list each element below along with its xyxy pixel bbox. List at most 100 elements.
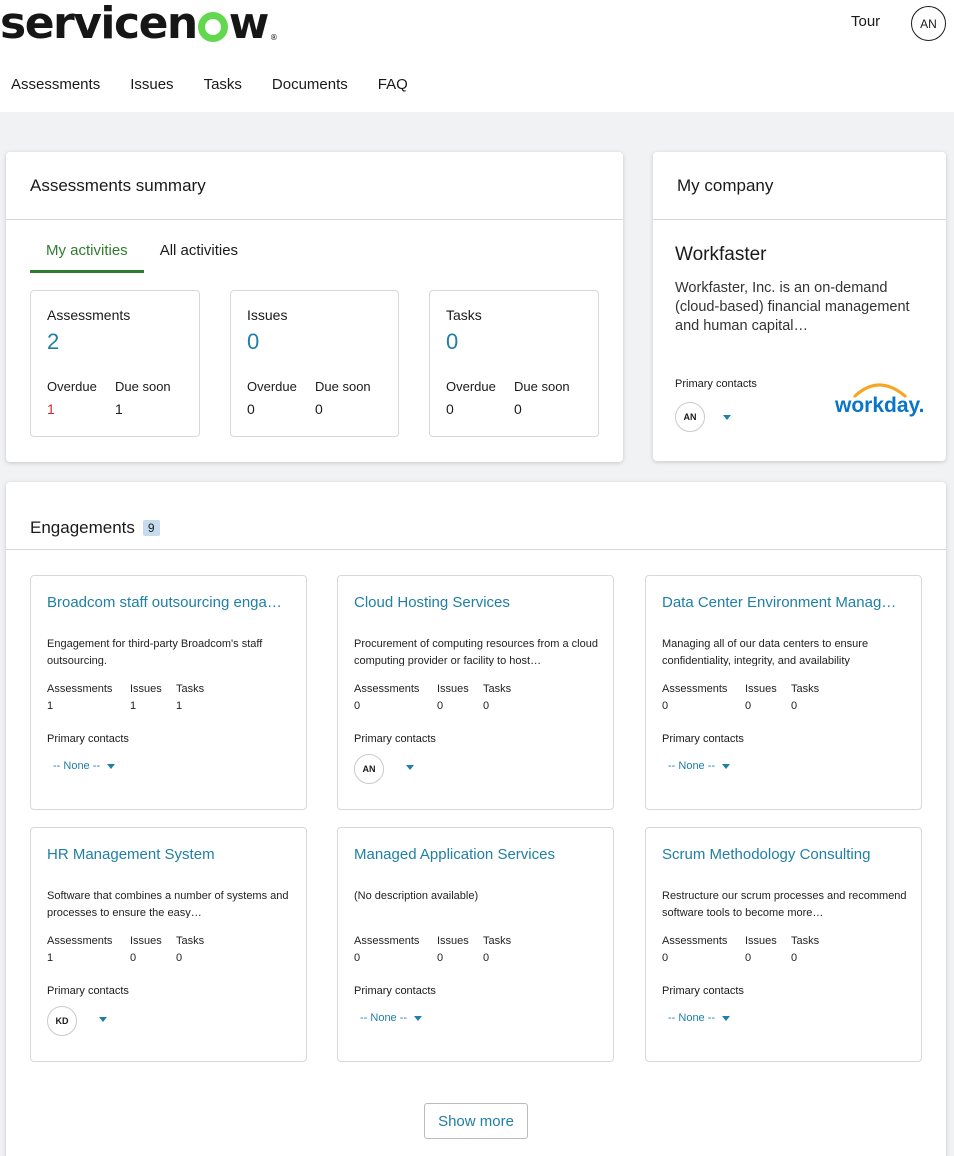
svg-text:workday.: workday.: [835, 394, 924, 417]
nav-documents[interactable]: Documents: [271, 76, 348, 93]
engagement-description: (No description available): [354, 890, 479, 902]
tasks-col-label: Tasks: [176, 683, 205, 695]
engagement-description: Software that combines a number of syste…: [47, 890, 289, 918]
workday-logo: workday.: [835, 383, 924, 417]
engagement-card: Broadcom staff outsourcing enga… Engagem…: [30, 575, 307, 810]
stat-label: Tasks: [446, 307, 482, 323]
primary-contacts-label: Primary contacts: [675, 378, 757, 390]
engagement-description: Managing all of our data centers to ensu…: [662, 638, 869, 666]
contacts-dropdown[interactable]: -- None --: [360, 1012, 423, 1024]
assessments-col-label: Assessments: [354, 935, 420, 947]
assessments-col-label: Assessments: [47, 935, 113, 947]
chevron-down-icon[interactable]: [99, 1017, 107, 1022]
issues-count: 0: [437, 952, 444, 964]
assessments-col-label: Assessments: [354, 683, 420, 695]
nav-assessments[interactable]: Assessments: [11, 76, 101, 93]
stat-total: 2: [47, 329, 60, 354]
engagement-description: Engagement for third-party Broadcom's st…: [47, 638, 263, 666]
tab-my-activities[interactable]: My activities: [30, 242, 144, 273]
assessments-stat-tile[interactable]: Assessments 2 Overdue Due soon 1 1: [30, 290, 200, 437]
show-more-button[interactable]: Show more: [424, 1103, 528, 1139]
chevron-down-icon[interactable]: [723, 415, 731, 420]
chevron-down-icon[interactable]: [406, 765, 414, 770]
due-soon-label: Due soon: [115, 379, 171, 394]
engagement-description: Restructure our scrum processes and reco…: [662, 890, 907, 918]
issues-count: 1: [130, 700, 137, 712]
tasks-col-label: Tasks: [483, 935, 512, 947]
main-nav: Assessments Issues Tasks Documents FAQ: [11, 76, 408, 93]
engagements-header: Engagements 9: [6, 482, 946, 550]
contact-avatar[interactable]: AN: [354, 754, 384, 784]
issues-col-label: Issues: [745, 935, 777, 947]
my-company-title: My company: [653, 152, 946, 220]
tasks-count: 0: [483, 700, 490, 712]
primary-contacts-label: Primary contacts: [662, 733, 744, 745]
tour-link[interactable]: Tour: [851, 13, 881, 30]
primary-contacts-label: Primary contacts: [354, 733, 436, 745]
nav-issues[interactable]: Issues: [130, 76, 174, 93]
primary-contacts-label: Primary contacts: [662, 985, 744, 997]
assessments-col-label: Assessments: [47, 683, 113, 695]
engagement-title-link[interactable]: Cloud Hosting Services: [354, 594, 510, 611]
contact-avatar[interactable]: KD: [47, 1006, 77, 1036]
tasks-col-label: Tasks: [176, 935, 205, 947]
overdue-label: Overdue: [247, 379, 297, 394]
servicenow-logo[interactable]: servicen w ®: [0, 0, 278, 49]
chevron-down-icon: [722, 763, 731, 769]
my-company-card: My company Workfaster Workfaster, Inc. i…: [653, 152, 946, 461]
stat-label: Assessments: [47, 307, 131, 323]
engagement-title-link[interactable]: Scrum Methodology Consulting: [662, 846, 871, 863]
engagement-title-link[interactable]: Broadcom staff outsourcing enga…: [47, 594, 282, 611]
issues-col-label: Issues: [130, 935, 162, 947]
issues-stat-tile[interactable]: Issues 0 Overdue Due soon 0 0: [230, 290, 399, 437]
issues-count: 0: [437, 700, 444, 712]
overdue-label: Overdue: [47, 379, 97, 394]
tasks-count: 0: [791, 952, 798, 964]
tasks-stat-tile[interactable]: Tasks 0 Overdue Due soon 0 0: [429, 290, 599, 437]
tasks-count: 0: [483, 952, 490, 964]
chevron-down-icon: [414, 1015, 423, 1021]
issues-col-label: Issues: [130, 683, 162, 695]
assessments-count: 1: [47, 952, 54, 964]
engagement-title-link[interactable]: Managed Application Services: [354, 846, 555, 863]
contacts-dropdown[interactable]: -- None --: [668, 1012, 731, 1024]
logo-o-icon: [197, 12, 228, 42]
due-soon-value: 0: [315, 401, 323, 417]
assessments-col-label: Assessments: [662, 935, 728, 947]
tab-all-activities[interactable]: All activities: [159, 242, 239, 259]
chevron-down-icon: [107, 763, 116, 769]
activity-tabs: My activities All activities: [30, 242, 238, 273]
overdue-value: 0: [446, 401, 454, 417]
due-soon-value: 0: [514, 401, 522, 417]
due-soon-label: Due soon: [315, 379, 371, 394]
nav-faq[interactable]: FAQ: [377, 76, 408, 93]
engagement-title-link[interactable]: Data Center Environment Manag…: [662, 594, 897, 611]
tasks-col-label: Tasks: [791, 935, 820, 947]
assessments-summary-card: Assessments summary My activities All ac…: [6, 152, 623, 462]
contacts-dropdown[interactable]: -- None --: [668, 760, 731, 772]
engagements-title: Engagements: [30, 517, 135, 537]
due-soon-value: 1: [115, 401, 123, 417]
overdue-label: Overdue: [446, 379, 496, 394]
tasks-col-label: Tasks: [791, 683, 820, 695]
engagement-card: HR Management System Software that combi…: [30, 827, 307, 1062]
engagement-card: Scrum Methodology Consulting Restructure…: [645, 827, 922, 1062]
user-avatar[interactable]: AN: [911, 6, 946, 41]
nav-tasks[interactable]: Tasks: [203, 76, 242, 93]
engagement-title-link[interactable]: HR Management System: [47, 846, 215, 863]
assessments-count: 0: [354, 700, 361, 712]
contact-avatar[interactable]: AN: [675, 402, 705, 432]
overdue-value: 1: [47, 401, 55, 417]
tasks-count: 0: [791, 700, 798, 712]
primary-contacts-label: Primary contacts: [354, 985, 436, 997]
company-description: Workfaster, Inc. is an on-demand (cloud-…: [675, 280, 910, 334]
engagement-card: Cloud Hosting Services Procurement of co…: [337, 575, 614, 810]
stat-total: 0: [247, 329, 260, 354]
primary-contacts-label: Primary contacts: [47, 733, 129, 745]
engagements-card: Engagements 9 Broadcom staff outsourcing…: [6, 482, 946, 1156]
company-name: Workfaster: [675, 244, 767, 265]
engagement-card: Data Center Environment Manag… Managing …: [645, 575, 922, 810]
contacts-dropdown[interactable]: -- None --: [53, 760, 116, 772]
overdue-value: 0: [247, 401, 255, 417]
engagement-card: Managed Application Services (No descrip…: [337, 827, 614, 1062]
